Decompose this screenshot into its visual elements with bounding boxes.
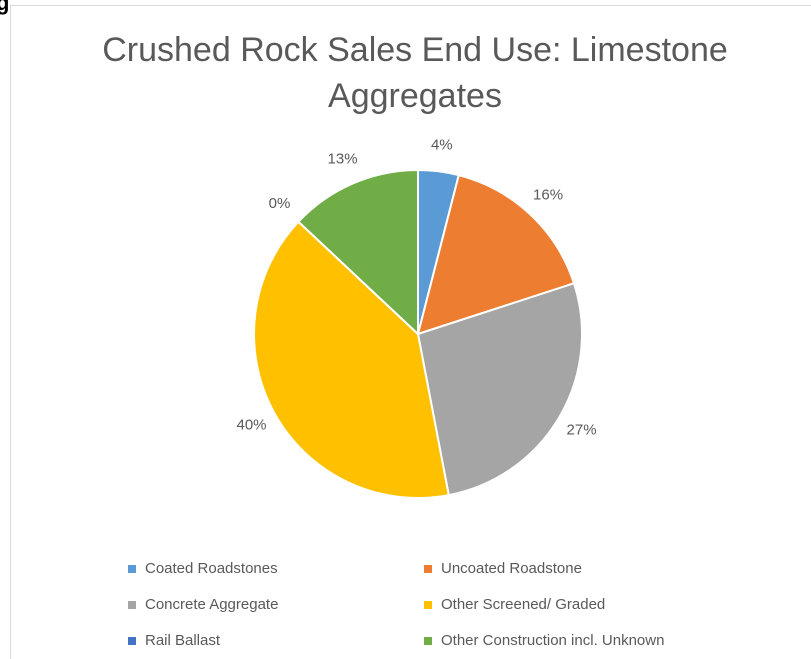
- pie-slice: [416, 282, 583, 497]
- data-label: 16%: [533, 186, 563, 203]
- pie-slice: [253, 220, 450, 499]
- legend-label: Other Construction incl. Unknown: [441, 632, 664, 649]
- data-label: 4%: [431, 136, 453, 153]
- legend-swatch: [128, 565, 136, 573]
- legend-label: Coated Roadstones: [145, 560, 278, 577]
- data-label: 0%: [269, 195, 291, 212]
- legend-swatch: [424, 565, 432, 573]
- legend-swatch: [128, 637, 136, 645]
- pie-slice: [416, 173, 576, 336]
- pie-slice: [297, 168, 419, 337]
- legend-swatch: [424, 601, 432, 609]
- legend-label: Concrete Aggregate: [145, 596, 278, 613]
- chart-title: Crushed Rock Sales End Use: Limestone: [102, 31, 728, 69]
- legend-swatch: [128, 601, 136, 609]
- data-label: 27%: [567, 422, 597, 439]
- legend-label: Uncoated Roadstone: [441, 560, 582, 577]
- chart-title: Aggregates: [328, 77, 502, 115]
- data-label: 40%: [236, 417, 266, 434]
- heading-fragment: g: [0, 0, 9, 15]
- data-label: 13%: [328, 151, 358, 168]
- legend-swatch: [424, 637, 432, 645]
- legend-label: Other Screened/ Graded: [441, 596, 605, 613]
- legend-label: Rail Ballast: [145, 632, 221, 649]
